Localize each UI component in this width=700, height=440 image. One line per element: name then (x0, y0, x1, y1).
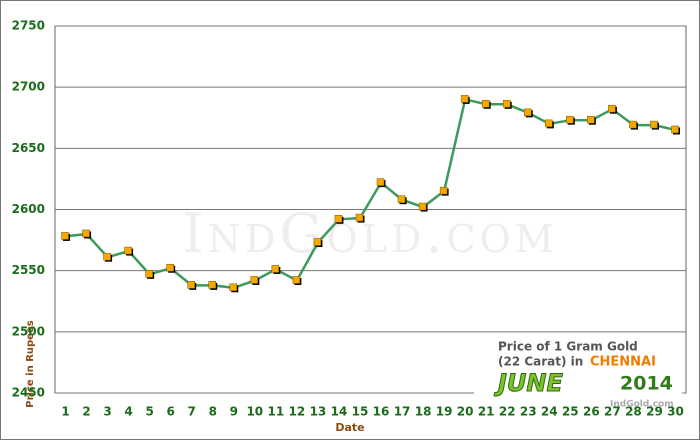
x-tick-label: 11 (267, 405, 284, 419)
y-tick-label: 2550 (12, 263, 45, 277)
x-tick-label: 12 (289, 405, 306, 419)
x-tick-label: 21 (478, 405, 495, 419)
x-tick-label: 8 (209, 405, 217, 419)
y-tick-label: 2650 (12, 141, 45, 155)
watermark: IndGold.com (182, 202, 557, 265)
annotation-city: CHENNAI (590, 355, 656, 370)
marker (313, 238, 322, 246)
marker (629, 120, 637, 129)
marker (545, 119, 553, 128)
x-tick-label: 24 (541, 405, 558, 419)
x-axis-label: Date (335, 421, 364, 434)
x-tick-label: 25 (562, 405, 579, 419)
marker (566, 115, 574, 124)
marker (418, 202, 427, 211)
marker (587, 115, 595, 124)
x-tick-label: 2 (82, 405, 90, 419)
marker (650, 120, 658, 129)
x-tick-label: 28 (625, 405, 642, 419)
y-tick-label: 2450 (12, 386, 45, 400)
marker (502, 100, 511, 108)
y-tick-label: 2750 (12, 19, 45, 33)
y-tick-label: 2700 (12, 80, 45, 94)
y-tick-label: 2500 (12, 324, 45, 338)
marker (376, 178, 385, 186)
marker (145, 270, 153, 278)
marker (187, 281, 195, 289)
annotation-month: JUNE (494, 369, 564, 397)
x-tick-label: 19 (436, 405, 453, 419)
x-tick-label: 4 (124, 405, 132, 419)
marker (82, 229, 90, 238)
marker (481, 100, 490, 108)
marker (334, 215, 343, 223)
x-tick-label: 14 (331, 405, 348, 419)
marker (524, 108, 532, 117)
marker (61, 232, 69, 240)
x-tick-label: 17 (394, 405, 411, 419)
x-tick-label: 15 (352, 405, 369, 419)
marker (355, 213, 364, 222)
x-tick-label: 26 (583, 405, 600, 419)
annotation-year: 2014 (620, 373, 673, 395)
x-tick-label: 16 (373, 405, 390, 419)
marker (124, 246, 132, 255)
marker (208, 281, 216, 289)
annotation-line: (22 Carat) in (498, 355, 583, 369)
x-tick-label: 10 (246, 405, 263, 419)
x-tick-label: 5 (145, 405, 153, 419)
y-axis-label: Price in Rupees (25, 320, 36, 407)
x-tick-label: 22 (499, 405, 516, 419)
x-tick-label: 3 (103, 405, 111, 419)
x-tick-label: 9 (230, 405, 238, 419)
x-tick-label: 27 (604, 405, 621, 419)
marker (166, 263, 174, 272)
y-tick-label: 2600 (12, 202, 45, 216)
marker (439, 186, 448, 195)
annotation-source: IndGold.com (610, 400, 674, 410)
x-tick-label: 23 (520, 405, 537, 419)
x-tick-label: 30 (667, 405, 684, 419)
annotation-line: Price of 1 Gram Gold (498, 340, 638, 354)
marker (460, 95, 469, 103)
marker (671, 125, 679, 134)
marker (250, 276, 259, 284)
x-tick-label: 20 (457, 405, 474, 419)
marker (271, 265, 280, 273)
marker (397, 195, 406, 203)
x-tick-label: 18 (415, 405, 432, 419)
marker (103, 252, 111, 261)
x-tick-label: 6 (167, 405, 175, 419)
marker (229, 283, 238, 292)
x-tick-label: 29 (646, 405, 663, 419)
annotation-box (474, 334, 682, 418)
x-tick-label: 7 (188, 405, 196, 419)
x-tick-label: 13 (310, 405, 327, 419)
marker (292, 276, 301, 284)
x-tick-label: 1 (61, 405, 69, 419)
marker (608, 104, 616, 113)
